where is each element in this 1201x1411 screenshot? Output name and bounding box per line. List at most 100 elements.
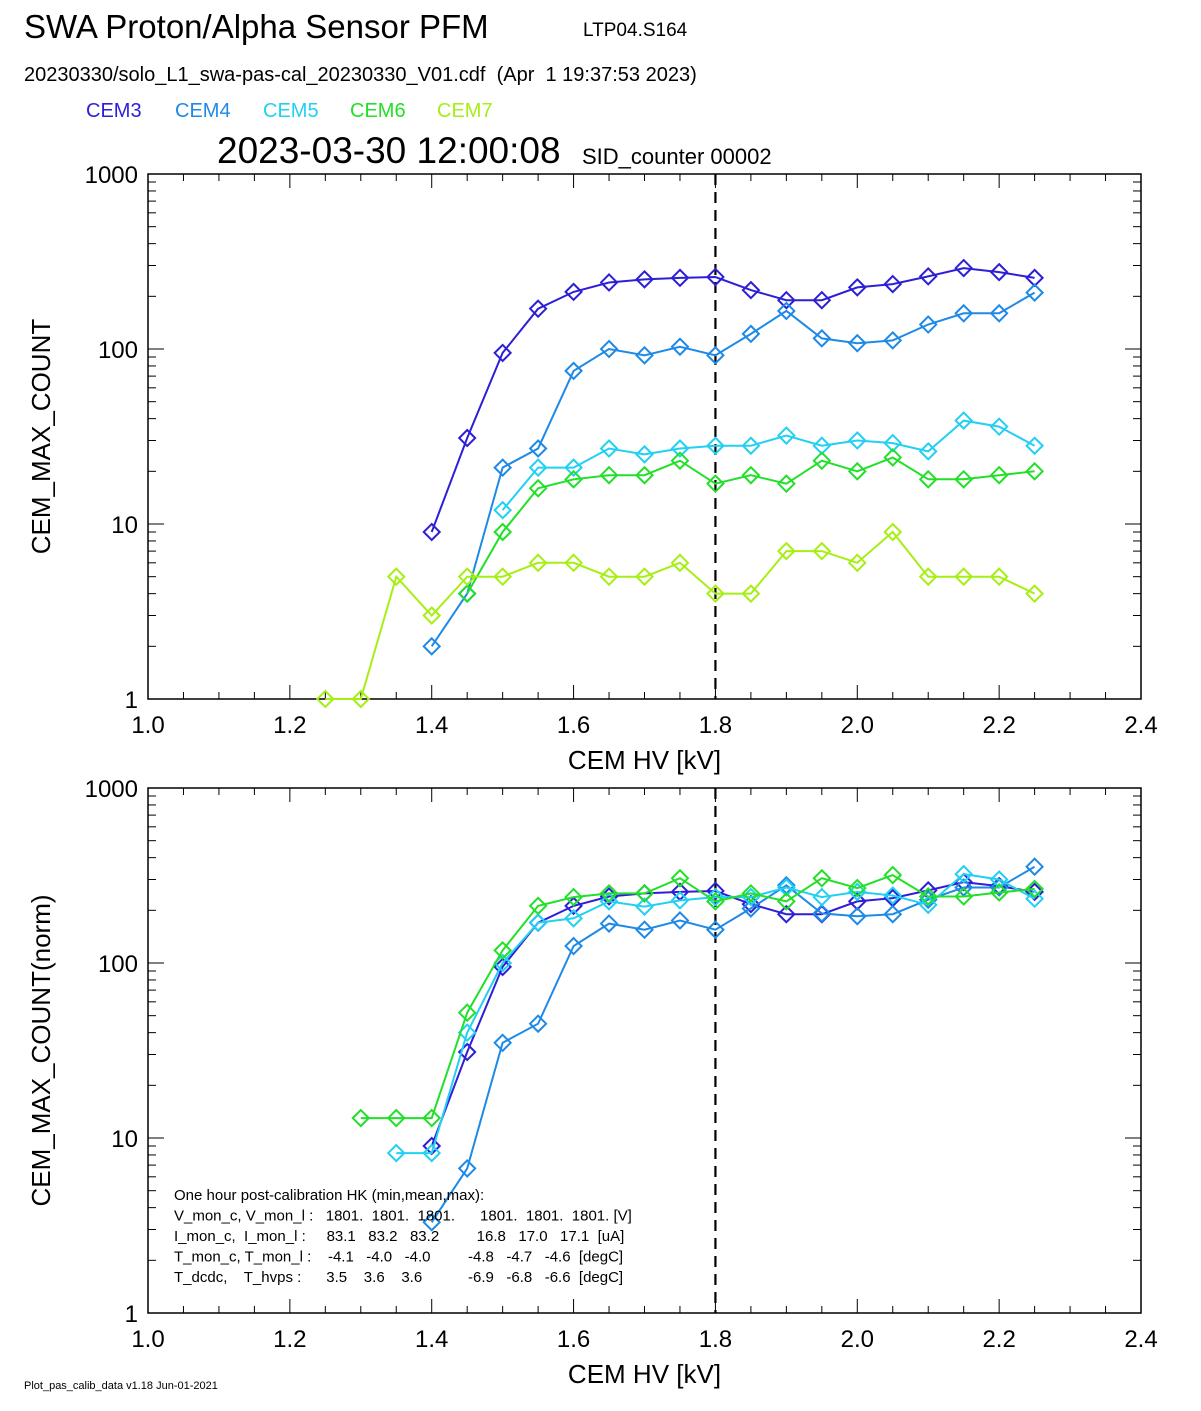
- series-cem3: [422, 872, 1045, 1156]
- data-point: [918, 315, 938, 334]
- x-tick-label: 2.0: [841, 1326, 874, 1353]
- data-point: [776, 301, 796, 321]
- series-cem6: [351, 865, 1045, 1128]
- x-tick-label: 1.6: [557, 1326, 590, 1353]
- data-point: [670, 890, 690, 910]
- data-point: [670, 553, 690, 573]
- data-point: [847, 906, 867, 926]
- data-point: [954, 469, 974, 489]
- x-tick-label: 2.2: [982, 1326, 1015, 1353]
- data-point: [706, 920, 725, 940]
- data-point: [847, 431, 867, 450]
- data-point: [528, 478, 548, 498]
- data-point: [635, 345, 654, 365]
- data-point: [706, 345, 725, 365]
- x-tick-label: 1.2: [273, 712, 306, 739]
- data-point: [599, 465, 619, 485]
- data-point: [989, 883, 1009, 902]
- data-point: [635, 269, 654, 289]
- legend-cem3: CEM3: [86, 100, 142, 122]
- y-tick-label: 1: [125, 1301, 138, 1328]
- data-point: [635, 567, 654, 587]
- y-tick-label: 1000: [85, 776, 138, 803]
- data-point: [847, 878, 867, 898]
- data-point: [564, 908, 583, 928]
- data-point: [528, 913, 548, 933]
- data-point: [776, 541, 796, 561]
- y-tick-label: 10: [111, 512, 138, 539]
- data-point: [812, 868, 832, 888]
- data-point: [635, 883, 654, 903]
- data-point: [493, 957, 513, 977]
- data-point: [776, 878, 796, 897]
- data-point: [670, 268, 690, 288]
- data-point: [386, 1108, 406, 1128]
- data-point: [457, 567, 477, 587]
- data-point: [847, 461, 867, 481]
- data-point: [776, 290, 796, 310]
- data-point: [599, 439, 619, 458]
- data-point: [706, 267, 725, 287]
- data-point: [989, 262, 1009, 282]
- data-point: [564, 553, 583, 573]
- data-point: [564, 896, 583, 916]
- data-point: [564, 469, 583, 489]
- data-point: [670, 337, 690, 357]
- data-point: [670, 451, 690, 471]
- legend-cem7: CEM7: [437, 100, 493, 122]
- data-point: [351, 1108, 371, 1128]
- data-point: [954, 411, 974, 430]
- data-point: [706, 436, 725, 456]
- data-point: [918, 895, 938, 915]
- data-point: [741, 436, 761, 456]
- data-point: [954, 567, 974, 587]
- sensor-code: LTP04.S164: [583, 20, 688, 41]
- data-point: [564, 361, 583, 381]
- data-point: [599, 883, 619, 903]
- data-point: [847, 277, 867, 297]
- data-point: [989, 878, 1009, 897]
- data-point: [1025, 889, 1045, 909]
- data-point: [670, 911, 690, 930]
- data-point: [812, 290, 832, 310]
- x-axis-label: CEM HV [kV]: [568, 745, 721, 775]
- data-point: [812, 328, 832, 348]
- data-point: [918, 887, 938, 906]
- y-tick-label: 1000: [85, 162, 138, 189]
- series-line: [430, 881, 1035, 1147]
- data-point: [741, 280, 761, 300]
- series-line: [325, 530, 1036, 700]
- y-axis-label: CEM_MAX_COUNT(norm): [26, 894, 56, 1206]
- data-point: [883, 886, 903, 905]
- data-point: [706, 891, 725, 911]
- data-point: [954, 864, 974, 884]
- data-point: [741, 894, 761, 914]
- hk-text-line: T_mon_c, T_mon_l : -4.1 -4.0 -4.0 -4.8 -…: [174, 1249, 623, 1266]
- data-point: [670, 439, 690, 458]
- y-tick-label: 100: [98, 951, 138, 978]
- legend-cem5: CEM5: [263, 100, 319, 122]
- data-point: [812, 451, 832, 471]
- data-point: [528, 439, 548, 458]
- x-tick-label: 1.6: [557, 712, 590, 739]
- data-point: [351, 689, 371, 709]
- data-point: [1025, 461, 1045, 481]
- data-point: [776, 474, 796, 494]
- data-point: [741, 584, 761, 604]
- data-point: [776, 904, 796, 924]
- data-point: [386, 567, 406, 587]
- data-point: [493, 500, 513, 520]
- data-point: [422, 636, 442, 656]
- data-point: [847, 882, 867, 902]
- plot-frame: [147, 173, 1142, 700]
- data-point: [315, 689, 335, 709]
- series-cem5: [493, 411, 1045, 520]
- x-tick-label: 1.8: [699, 1326, 732, 1353]
- data-point: [706, 474, 725, 494]
- series-cem4: [422, 283, 1045, 656]
- data-point: [776, 891, 796, 911]
- data-point: [599, 914, 619, 933]
- y-tick-label: 1: [125, 687, 138, 714]
- timestamp: 2023-03-30 12:00:08: [217, 130, 561, 171]
